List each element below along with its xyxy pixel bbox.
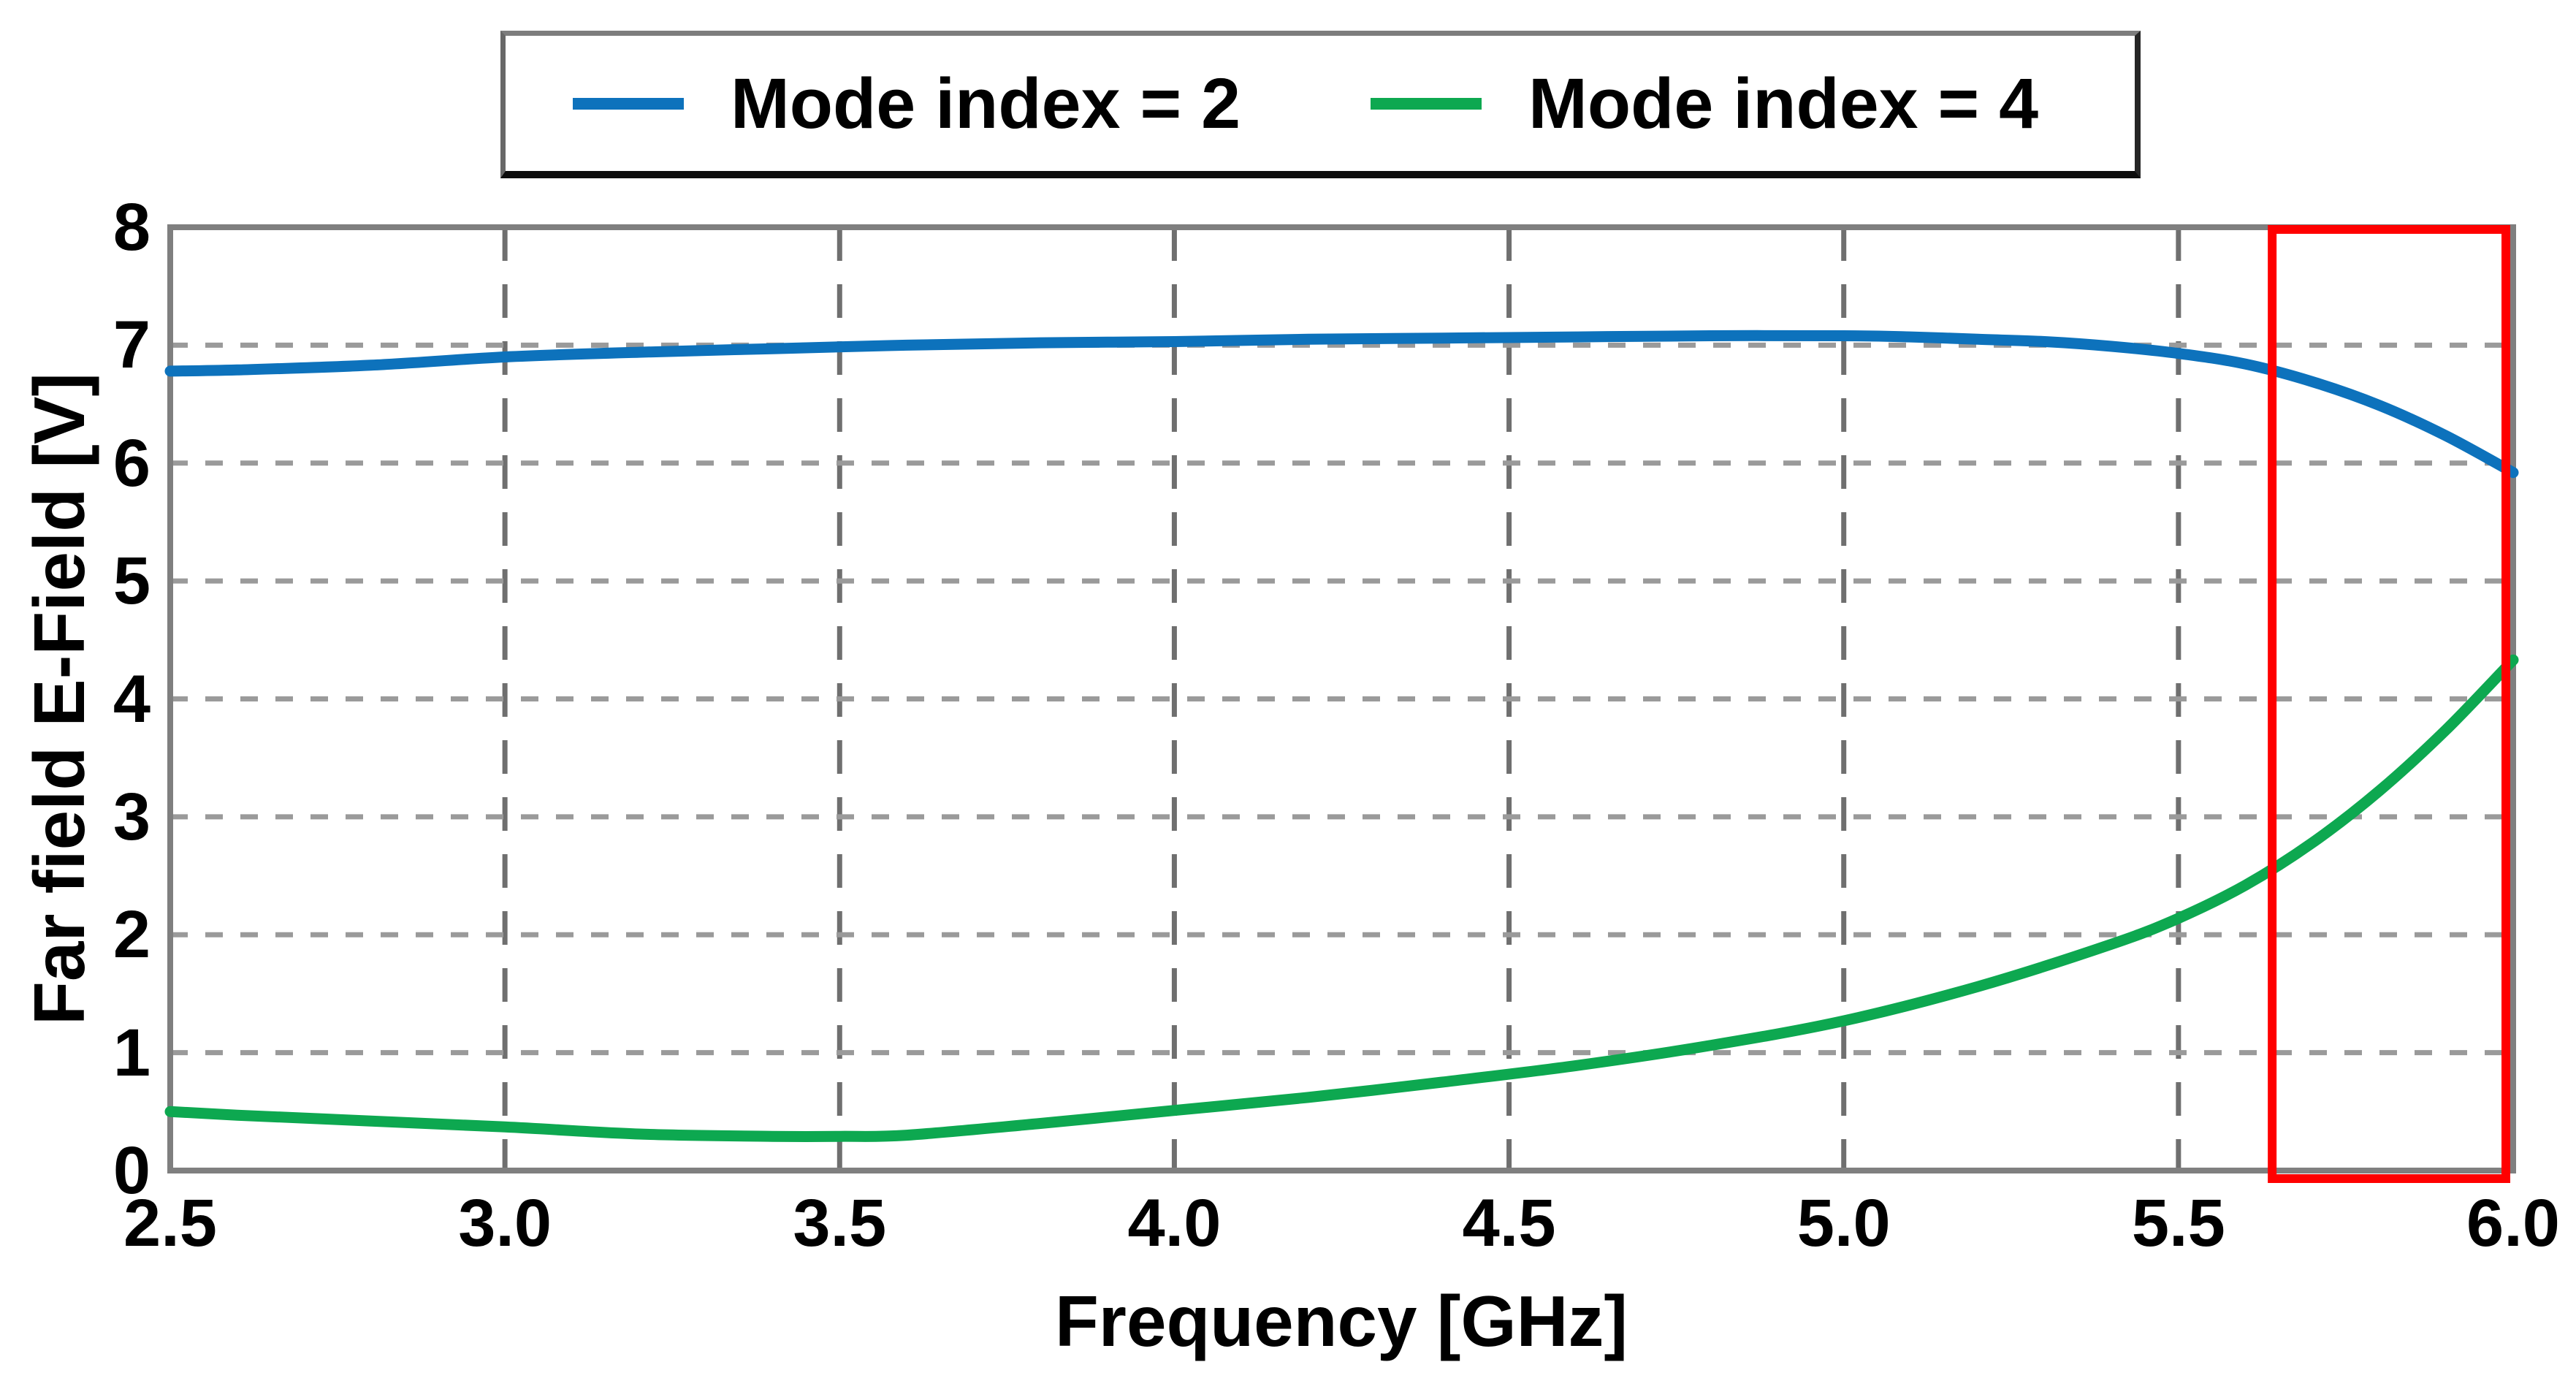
x-tick-label: 3.5 [793, 1186, 887, 1260]
y-tick-label: 8 [113, 190, 150, 265]
x-tick-label: 4.0 [1127, 1186, 1222, 1260]
x-tick-label: 5.5 [2131, 1186, 2225, 1260]
legend: Mode index = 2 Mode index = 4 [500, 31, 2141, 178]
x-tick-label: 4.5 [1462, 1186, 1556, 1260]
y-tick-label: 0 [113, 1133, 150, 1208]
y-tick-label: 5 [113, 544, 150, 619]
y-tick-label: 3 [113, 779, 150, 854]
y-tick-label: 1 [113, 1015, 150, 1090]
legend-label-mode-4: Mode index = 4 [1528, 63, 2039, 143]
series-line-mode-4 [164, 654, 2519, 1143]
legend-item-mode-2: Mode index = 2 [573, 63, 1241, 145]
y-tick-label: 2 [113, 897, 150, 973]
plot-border [167, 224, 2516, 1173]
x-tick-label: 2.5 [123, 1186, 217, 1260]
x-tick-label: 3.0 [458, 1186, 552, 1260]
y-tick-label: 6 [113, 425, 150, 501]
x-tick-label: 5.0 [1796, 1186, 1891, 1260]
y-tick-label: 4 [113, 661, 150, 737]
legend-item-mode-4: Mode index = 4 [1371, 63, 2038, 145]
legend-label-mode-2: Mode index = 2 [731, 63, 1241, 143]
legend-line-swatch-green [1371, 97, 1482, 110]
highlight-box [2268, 225, 2511, 1183]
legend-line-swatch-blue [573, 97, 684, 110]
x-tick-label: 6.0 [2466, 1186, 2560, 1260]
y-tick-label: 7 [113, 308, 150, 383]
series-line-mode-2 [164, 330, 2519, 479]
x-axis-title: Frequency [GHz] [1054, 1281, 1628, 1361]
